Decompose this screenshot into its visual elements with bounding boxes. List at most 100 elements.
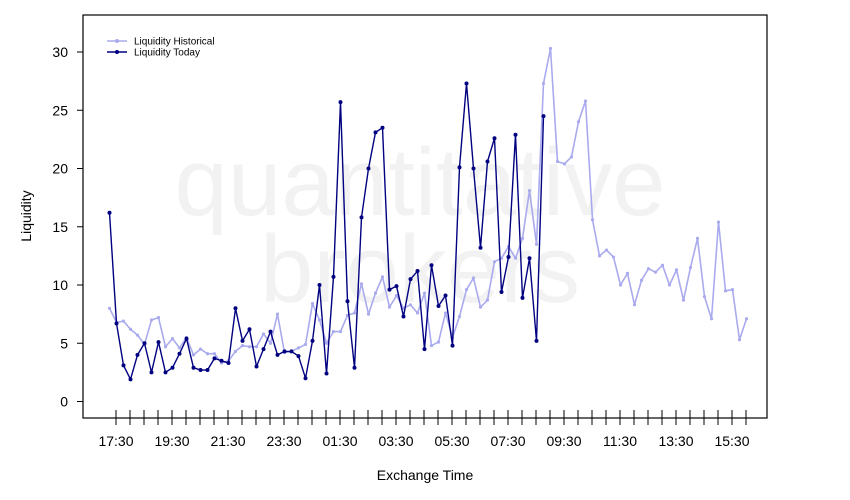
data-point bbox=[555, 159, 560, 164]
data-point bbox=[499, 256, 504, 260]
data-point bbox=[135, 333, 140, 337]
y-axis-title: Liquidity bbox=[18, 190, 34, 241]
data-point bbox=[541, 114, 546, 119]
data-point bbox=[569, 155, 574, 159]
data-point bbox=[149, 318, 154, 322]
y-tick-label: 30 bbox=[52, 44, 68, 60]
data-point bbox=[632, 303, 637, 307]
y-tick-label: 15 bbox=[52, 219, 68, 235]
data-point bbox=[688, 265, 693, 270]
data-point bbox=[429, 343, 434, 348]
data-point bbox=[485, 159, 490, 164]
data-point bbox=[177, 351, 182, 356]
data-point bbox=[408, 303, 413, 307]
data-point bbox=[240, 343, 245, 348]
y-tick-label: 25 bbox=[52, 102, 68, 118]
data-point bbox=[716, 220, 721, 224]
data-point bbox=[233, 306, 238, 311]
data-point bbox=[247, 327, 252, 332]
data-point bbox=[177, 346, 182, 350]
data-point bbox=[219, 358, 224, 363]
y-tick-label: 0 bbox=[60, 394, 68, 410]
x-axis-title: Exchange Time bbox=[377, 467, 474, 483]
x-tick-label: 19:30 bbox=[154, 433, 189, 449]
data-point bbox=[373, 130, 378, 135]
data-point bbox=[205, 352, 210, 356]
data-point bbox=[163, 370, 168, 375]
series-line bbox=[108, 47, 748, 364]
x-tick-label: 13:30 bbox=[658, 433, 693, 449]
data-point bbox=[527, 256, 532, 261]
data-point bbox=[457, 165, 462, 170]
plot-frame bbox=[82, 14, 768, 419]
legend-label: Liquidity Historical bbox=[134, 37, 215, 48]
data-point bbox=[541, 81, 546, 86]
data-point bbox=[695, 236, 700, 240]
x-tick-label: 17:30 bbox=[98, 433, 133, 449]
data-point bbox=[324, 371, 329, 376]
data-point bbox=[422, 291, 427, 295]
data-point bbox=[331, 330, 336, 334]
data-point bbox=[198, 368, 203, 373]
data-point bbox=[128, 377, 133, 382]
data-point bbox=[387, 305, 392, 309]
data-point bbox=[464, 288, 469, 292]
legend-marker bbox=[115, 39, 119, 43]
data-point bbox=[576, 120, 581, 124]
data-point bbox=[296, 354, 301, 359]
data-point bbox=[457, 314, 462, 319]
data-point bbox=[408, 277, 413, 282]
data-point bbox=[352, 311, 357, 315]
watermark-line-1: quantitative bbox=[174, 129, 665, 236]
data-point bbox=[436, 303, 441, 308]
data-point bbox=[170, 336, 175, 341]
data-point bbox=[590, 218, 595, 222]
data-point bbox=[534, 242, 539, 246]
data-point bbox=[443, 293, 448, 298]
x-tick-label: 21:30 bbox=[210, 433, 245, 449]
data-point bbox=[597, 254, 602, 258]
data-point bbox=[429, 263, 434, 268]
data-point bbox=[275, 352, 280, 357]
data-point bbox=[492, 260, 497, 264]
data-point bbox=[646, 267, 651, 271]
x-tick-label: 07:30 bbox=[490, 433, 525, 449]
data-point bbox=[387, 287, 392, 292]
data-point bbox=[268, 329, 273, 334]
data-point bbox=[205, 368, 210, 373]
data-point bbox=[730, 288, 735, 292]
legend-marker bbox=[115, 50, 119, 54]
data-point bbox=[107, 210, 112, 215]
data-point bbox=[401, 314, 406, 319]
x-tick-label: 01:30 bbox=[322, 433, 357, 449]
data-point bbox=[513, 256, 518, 260]
data-point bbox=[506, 255, 511, 260]
data-point bbox=[380, 275, 385, 279]
data-point bbox=[303, 342, 308, 347]
data-point bbox=[296, 346, 301, 350]
data-point bbox=[450, 343, 455, 348]
data-point bbox=[625, 271, 630, 275]
data-point bbox=[268, 341, 273, 345]
data-point bbox=[618, 283, 623, 287]
data-point bbox=[247, 345, 252, 349]
data-point bbox=[156, 340, 161, 345]
data-point bbox=[156, 316, 161, 320]
data-point bbox=[142, 341, 147, 346]
data-point bbox=[492, 136, 497, 141]
data-point bbox=[212, 356, 217, 361]
data-point bbox=[415, 311, 420, 315]
y-tick-label: 20 bbox=[52, 161, 68, 177]
data-point bbox=[338, 100, 343, 105]
data-point bbox=[583, 99, 588, 103]
data-point bbox=[149, 370, 154, 375]
data-point bbox=[310, 302, 315, 306]
data-point bbox=[667, 283, 672, 287]
data-point bbox=[366, 312, 371, 316]
data-point bbox=[499, 289, 504, 294]
data-point bbox=[191, 365, 196, 370]
data-point bbox=[184, 336, 189, 341]
data-point bbox=[611, 255, 616, 259]
